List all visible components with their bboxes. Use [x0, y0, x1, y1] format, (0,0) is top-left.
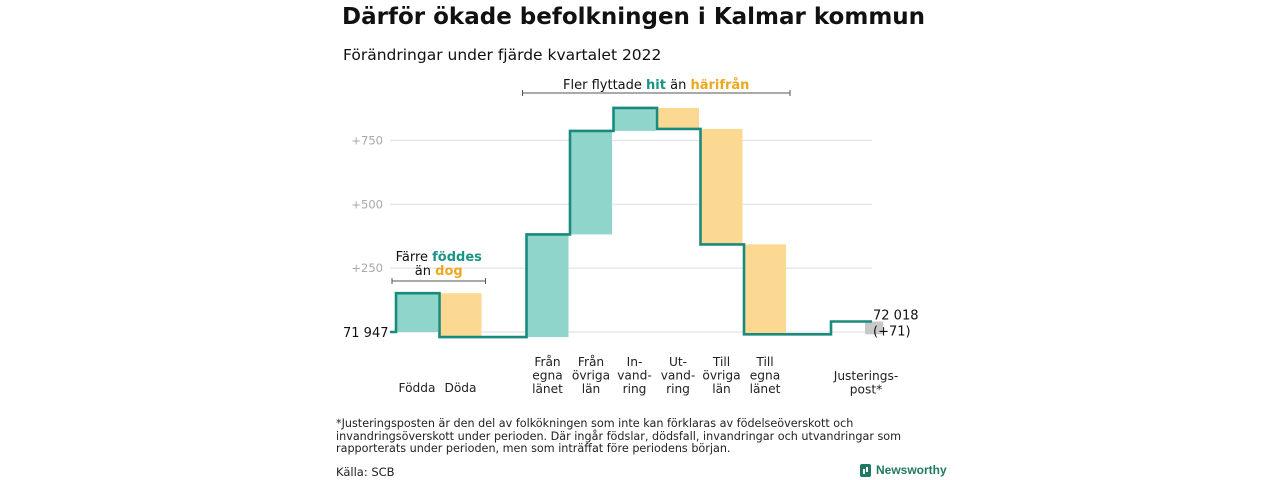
category-label: post* [850, 383, 882, 397]
newsworthy-brand[interactable]: Newsworthy [860, 463, 947, 477]
bar-out [744, 244, 786, 335]
step-line-layer [390, 106, 872, 339]
bar-in [570, 130, 612, 235]
category-label: vand- [617, 369, 652, 383]
grid-lines: +250 +500 +750 [351, 133, 872, 333]
end-change-label: (+71) [873, 325, 911, 340]
category-label: övriga [572, 369, 610, 383]
bar-out [657, 107, 699, 129]
category-label: län [712, 382, 731, 396]
category-label: övriga [702, 369, 740, 383]
waterfall-chart: +250+500+750 Födda DödaFrånegnalänetFrånö… [343, 78, 919, 397]
category-label: Till [755, 355, 773, 369]
category-label: Ut- [669, 355, 687, 369]
category-label: ring [623, 382, 647, 396]
chart-title: Därför ökade befolkningen i Kalmar kommu… [342, 4, 926, 30]
category-label: länet [750, 382, 781, 396]
annotation-word: härifrån [690, 78, 749, 93]
source-label: Källa: SCB [336, 465, 395, 479]
start-value-label: 71 947 [343, 326, 389, 341]
footnote: *Justeringsposten är den del av folkökni… [336, 417, 902, 456]
annotation-word: Fler flyttade [563, 78, 646, 93]
step-line [390, 106, 872, 339]
category-label: Från [578, 355, 604, 369]
newsworthy-logo-icon [860, 463, 871, 477]
annotation-word: än [415, 264, 435, 279]
y-tick-label: +500 [351, 197, 383, 211]
bar-adjustment [865, 321, 883, 335]
annotation-word: Färre [396, 250, 433, 265]
chart-subtitle: Förändringar under fjärde kvartalet 2022 [343, 46, 662, 64]
category-label: ring [666, 382, 690, 396]
category-label: Döda [444, 381, 476, 395]
category-label: Till [712, 355, 730, 369]
annotation-text: Fler flyttade hit än härifrån [563, 78, 749, 93]
annotation-word: hit [646, 78, 666, 93]
category-label: Från [534, 355, 560, 369]
category-label: Justerings- [833, 369, 899, 383]
annotations: Fler flyttade hit än härifrån Färre födde… [391, 78, 791, 284]
annotation-word: dog [435, 264, 463, 279]
annotation-word: föddes [432, 250, 482, 265]
y-tick-label: +250 [351, 261, 383, 275]
category-label: In- [627, 355, 643, 369]
category-label: egna [750, 369, 780, 383]
annotation-word: än [666, 78, 690, 93]
bar-in [396, 293, 438, 332]
category-labels: Födda DödaFrånegnalänetFrånövrigalänIn-va… [343, 309, 919, 397]
category-label: Födda [399, 381, 436, 395]
bars [396, 107, 883, 338]
bar-out [700, 128, 743, 245]
category-label: län [582, 382, 601, 396]
bar-out [439, 293, 482, 338]
y-tick-label: +750 [351, 133, 383, 147]
bar-in [526, 234, 569, 338]
category-label: länet [532, 382, 563, 396]
category-label: vand- [661, 369, 696, 383]
category-label: egna [532, 369, 562, 383]
brand-name: Newsworthy [876, 463, 947, 477]
end-value-label: 72 018 [873, 309, 919, 324]
annotation-text-line2: än dog [415, 264, 463, 279]
annotation-text-line1: Färre föddes [396, 250, 483, 265]
bar-in [613, 107, 656, 131]
